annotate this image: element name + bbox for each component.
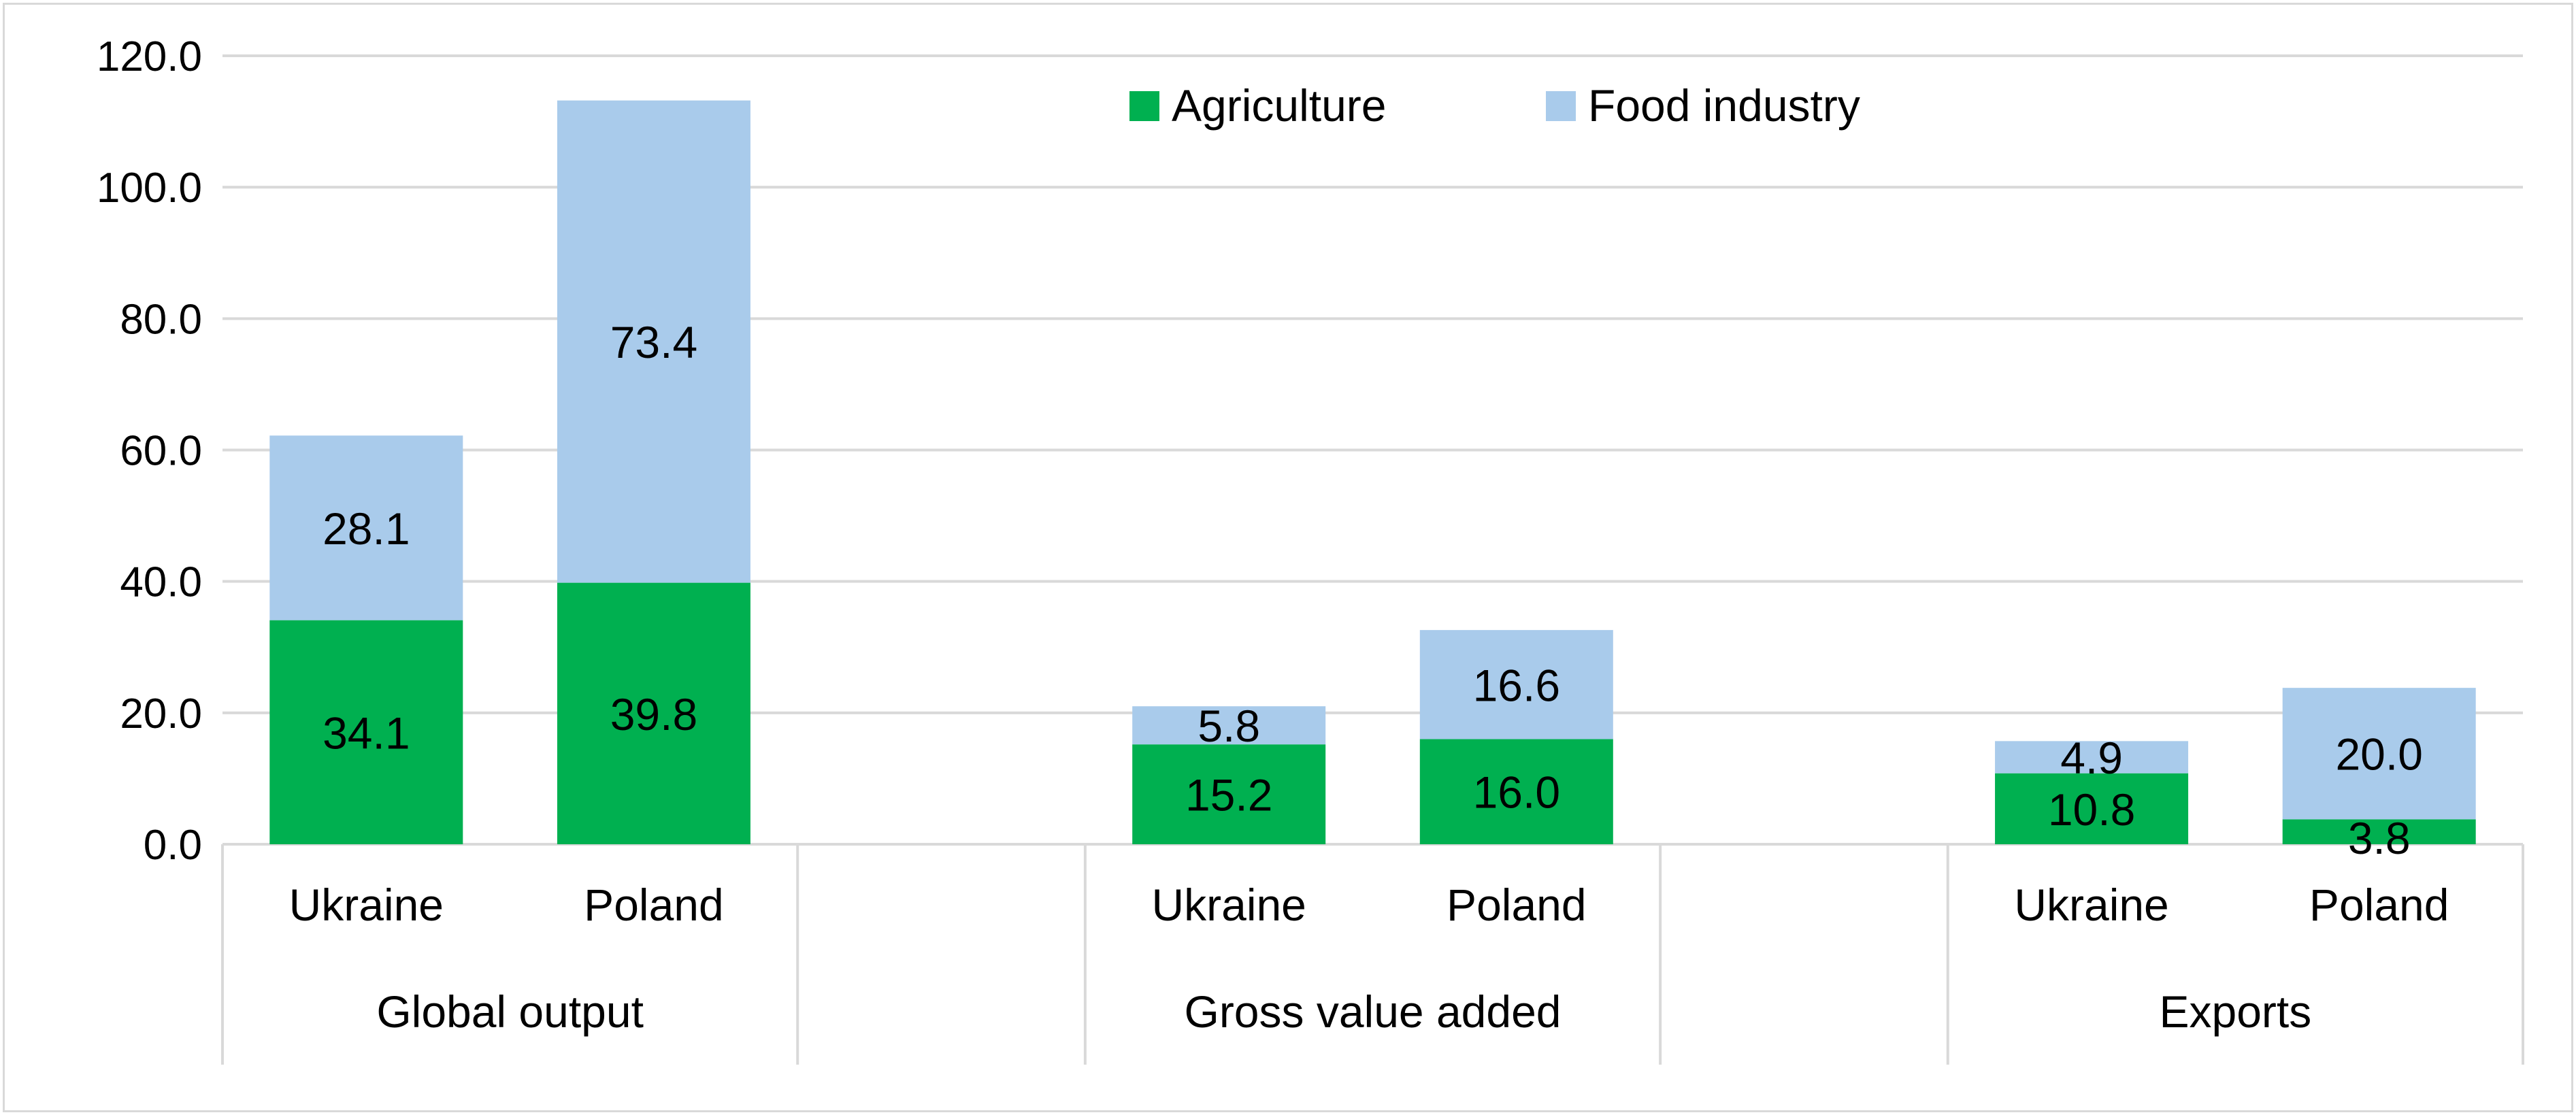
data-label: 39.8 — [610, 689, 697, 739]
bar-agriculture — [269, 620, 463, 844]
x-category-label: Ukraine — [2014, 880, 2168, 930]
legend-swatch — [1129, 91, 1159, 121]
data-label: 15.2 — [1185, 770, 1272, 820]
y-tick-label: 60.0 — [120, 428, 202, 475]
data-label: 28.1 — [323, 503, 410, 554]
x-category-label: Poland — [1447, 880, 1587, 930]
bar-food-industry — [1132, 706, 1326, 745]
bar-food-industry — [269, 435, 463, 620]
bar-food-industry — [1419, 630, 1613, 739]
legend-label: Food industry — [1588, 80, 1860, 131]
data-label: 73.4 — [610, 317, 697, 367]
y-tick-label: 100.0 — [97, 165, 202, 212]
x-category-label: Ukraine — [1151, 880, 1306, 930]
data-label: 16.0 — [1473, 767, 1560, 818]
x-category-label: Poland — [2309, 880, 2449, 930]
y-tick-label: 40.0 — [120, 559, 202, 606]
data-label: 16.6 — [1473, 660, 1560, 710]
data-label: 10.8 — [2048, 784, 2135, 835]
legend-label: Agriculture — [1172, 80, 1386, 131]
y-tick-label: 80.0 — [120, 296, 202, 343]
bar-agriculture — [1132, 744, 1326, 844]
x-group-label: Gross value added — [1184, 986, 1561, 1037]
bar-agriculture — [1419, 739, 1613, 844]
data-label: 4.9 — [2060, 733, 2123, 783]
y-tick-label: 20.0 — [120, 690, 202, 737]
bar-food-industry — [557, 100, 750, 583]
x-group-label: Global output — [376, 986, 644, 1037]
x-group-label: Exports — [2160, 986, 2312, 1037]
y-tick-label: 120.0 — [97, 33, 202, 80]
data-label: 3.8 — [2348, 813, 2411, 863]
x-category-label: Poland — [584, 880, 724, 930]
bars — [269, 100, 2476, 844]
data-labels: 34.1 28.1 39.8 73.4 15.2 5.8 16.0 16.6 10.84.9 3.… — [323, 317, 2423, 863]
data-label: 20.0 — [2335, 729, 2422, 780]
x-category-label: Ukraine — [289, 880, 444, 930]
legend-swatch — [1546, 91, 1576, 121]
bar-agriculture — [557, 582, 750, 844]
y-tick-label: 0.0 — [144, 822, 202, 869]
data-label: 34.1 — [323, 708, 410, 758]
legend: Agriculture Food industry — [1129, 80, 1860, 131]
bar-agriculture — [2282, 819, 2476, 844]
data-label: 5.8 — [1198, 701, 1260, 751]
bar-food-industry — [2282, 688, 2476, 820]
axes: 0.0 20.0 40.0 60.0 80.0 100.0 120.0 Ukraine Pola… — [97, 33, 2524, 1065]
bar-food-industry — [1995, 741, 2189, 773]
bar-agriculture — [1995, 773, 2189, 844]
